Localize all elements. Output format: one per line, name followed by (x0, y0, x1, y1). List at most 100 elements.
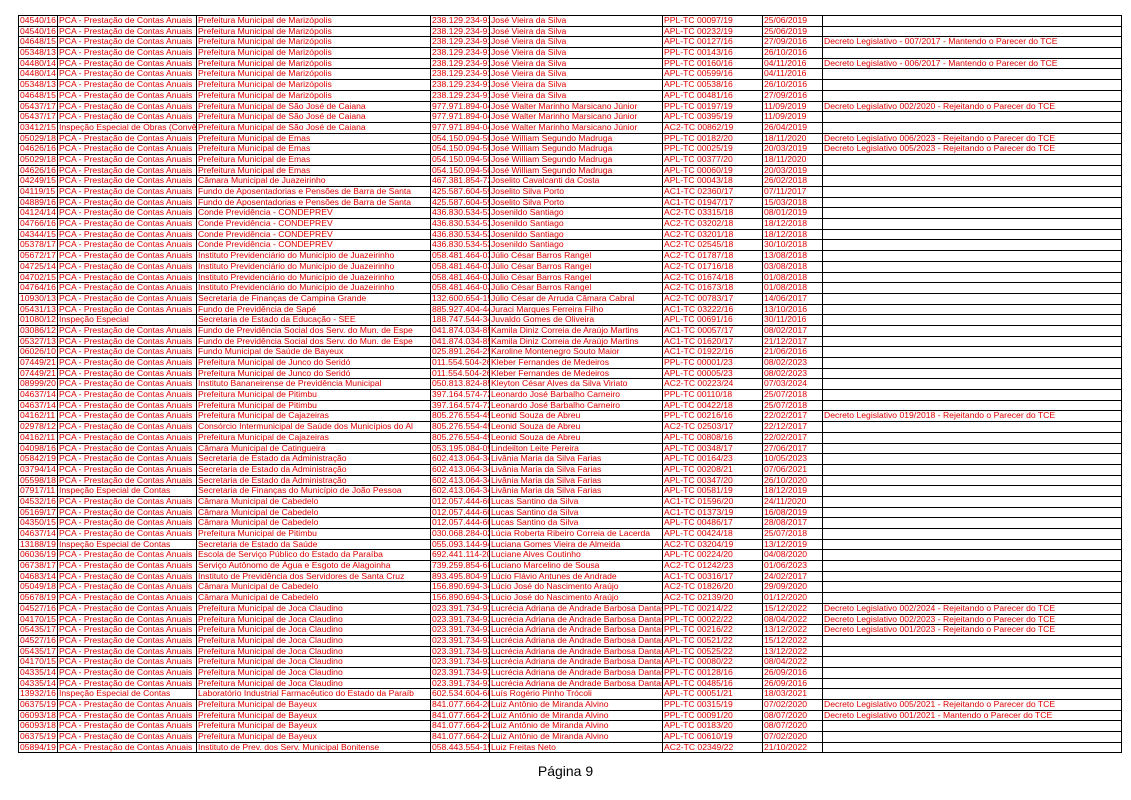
decision-number: AC1-TC 00057/17 (662, 324, 763, 337)
table-row: 06375/19 PCA - Prestação de Contas Anuais… (18, 731, 1122, 743)
cpf: 156.890.694-34 (430, 581, 490, 594)
table-row: 01080/12 Inspeção Especial Secretaria de E… (18, 314, 1122, 326)
responsible-name: José William Segundo Madruga (489, 132, 663, 145)
responsible-name: Luiz Antônio de Miranda Alvino (489, 731, 663, 743)
table-row: 07449/21 PCA - Prestação de Contas Anuais… (18, 357, 1122, 369)
process-type: PCA - Prestação de Contas Anuais (57, 175, 197, 187)
process-type: PCA - Prestação de Contas Anuais (57, 239, 197, 252)
entity: Fundo de Aposentadorias e Pensões de Bar… (196, 196, 431, 209)
cpf: 053.195.084-09 (430, 442, 490, 455)
entity: Fundo de Previdência Social dos Serv. do… (196, 324, 431, 337)
note (822, 688, 1122, 700)
entity: Conde Previdência - CONDEPREV (196, 239, 431, 252)
decision-date: 22/02/2017 (762, 410, 823, 423)
process-number: 05431/13 (18, 303, 58, 316)
responsible-name: José Vieira da Silva (489, 68, 663, 81)
responsible-name: Josenildo Santiago (489, 228, 663, 241)
decision-number: AC2-TC 02349/22 (662, 741, 763, 754)
entity: Secretaria de Estado da Administração (196, 463, 431, 476)
responsible-name: Kleber Fernandes de Medeiros (489, 357, 663, 369)
note: Decreto Legislativo 006/2023 - Rejeitand… (822, 132, 1122, 145)
decision-number: AC2-TC 01716/18 (662, 260, 763, 273)
entity: Prefeitura Municipal de Joca Claudino (196, 634, 431, 647)
process-number: 04637/14 (18, 528, 58, 540)
cpf: 041.874.034-85 (430, 324, 490, 337)
cpf: 436.830.534-53 (430, 228, 490, 241)
process-type: PCA - Prestação de Contas Anuais (57, 196, 197, 209)
process-number: 13932/16 (18, 688, 58, 700)
note (822, 720, 1122, 733)
table-row: 03086/12 PCA - Prestação de Contas Anuais… (18, 324, 1122, 337)
responsible-name: Kamila Diniz Correia de Araújo Martins (489, 324, 663, 337)
table-row: 13932/16 Inspeção Especial de Contas Labor… (18, 688, 1122, 700)
responsible-name: José Walter Marinho Marsicano Júnior (489, 100, 663, 113)
note (822, 474, 1122, 487)
process-type: PCA - Prestação de Contas Anuais (57, 153, 197, 166)
process-number: 04124/14 (18, 207, 58, 220)
decision-date: 27/09/2016 (762, 89, 823, 102)
responsible-name: Júlio César Barros Rangel (489, 282, 663, 294)
responsible-name: José William Segundo Madruga (489, 153, 663, 166)
decision-number: APL-TC 00481/16 (662, 89, 763, 102)
table-row: 05598/18 PCA - Prestação de Contas Anuais… (18, 474, 1122, 487)
decision-number: PPL-TC 00214/22 (662, 602, 763, 615)
decision-number: PPL-TC 00128/16 (662, 666, 763, 679)
note (822, 560, 1122, 572)
decision-date: 08/02/2023 (762, 367, 823, 380)
responsible-name: Lucas Santino da Silva (489, 506, 663, 519)
table-row: 06036/19 PCA - Prestação de Contas Anuais… (18, 549, 1122, 562)
decision-date: 14/06/2017 (762, 292, 823, 305)
decision-date: 16/08/2019 (762, 506, 823, 519)
decision-number: APL-TC 00521/22 (662, 634, 763, 647)
entity: Prefeitura Municipal de Marizópolis (196, 79, 431, 91)
decision-number: AC2-TC 02139/20 (662, 592, 763, 604)
decision-date: 10/05/2023 (762, 453, 823, 465)
cpf: 893.495.804-97 (430, 570, 490, 583)
decision-date: 15/03/2018 (762, 196, 823, 209)
process-type: PCA - Prestação de Contas Anuais (57, 463, 197, 476)
entity: Secretaria de Estado da Administração (196, 453, 431, 465)
entity: Câmara Municipal de Cabedelo (196, 581, 431, 594)
entity: Câmara Municipal de Cabedelo (196, 592, 431, 604)
decision-number: AC2-TC 01787/18 (662, 250, 763, 262)
decision-date: 25/06/2019 (762, 25, 823, 38)
cpf: 058.481.464-03 (430, 271, 490, 284)
table-row: 04532/16 PCA - Prestação de Contas Anuais… (18, 495, 1122, 508)
note: Decreto Legislativo 005/2021 - Rejeitand… (822, 699, 1122, 711)
process-type: PCA - Prestação de Contas Anuais (57, 15, 197, 27)
cpf: 602.413.064-34 (430, 463, 490, 476)
decision-date: 30/11/2016 (762, 314, 823, 326)
note: Decreto Legislativo 019/2018 - Rejeitand… (822, 410, 1122, 423)
cpf: 602.413.064-34 (430, 453, 490, 465)
note (822, 506, 1122, 519)
process-type: PCA - Prestação de Contas Anuais (57, 506, 197, 519)
process-type: PCA - Prestação de Contas Anuais (57, 143, 197, 155)
responsible-name: Kamila Diniz Correia de Araújo Martins (489, 335, 663, 348)
cpf: 132.600.654-15 (430, 292, 490, 305)
entity: Secretaria de Estado da Saúde (196, 538, 431, 551)
responsible-name: Lucrécia Adriana de Andrade Barbosa Dant… (489, 634, 663, 647)
cpf: 238.129.234-91 (430, 79, 490, 91)
responsible-name: José William Segundo Madruga (489, 164, 663, 177)
process-type: PCA - Prestação de Contas Anuais (57, 421, 197, 433)
decision-date: 25/06/2019 (762, 15, 823, 27)
note (822, 645, 1122, 658)
process-number: 05894/19 (18, 741, 58, 754)
table-row: 06375/19 PCA - Prestação de Contas Anuais… (18, 699, 1122, 711)
decision-date: 08/07/2020 (762, 709, 823, 722)
process-type: PCA - Prestação de Contas Anuais (57, 634, 197, 647)
responsible-name: José Vieira da Silva (489, 79, 663, 91)
responsible-name: Luiz Antônio de Miranda Alvino (489, 699, 663, 711)
process-number: 05378/17 (18, 239, 58, 252)
table-row: 05437/17 PCA - Prestação de Contas Anuais… (18, 111, 1122, 123)
decision-date: 18/03/2021 (762, 688, 823, 700)
decision-date: 30/10/2018 (762, 239, 823, 252)
decision-number: AC2-TC 03201/18 (662, 228, 763, 241)
table-row: 07449/21 PCA - Prestação de Contas Anuais… (18, 367, 1122, 380)
decision-number: PPL-TC 00143/16 (662, 47, 763, 59)
responsible-name: Lúcio Flávio Antunes de Andrade (489, 570, 663, 583)
process-type: PCA - Prestação de Contas Anuais (57, 335, 197, 348)
note (822, 175, 1122, 187)
table-row: 03794/14 PCA - Prestação de Contas Anuais… (18, 463, 1122, 476)
cpf: 188.747.544-34 (430, 314, 490, 326)
